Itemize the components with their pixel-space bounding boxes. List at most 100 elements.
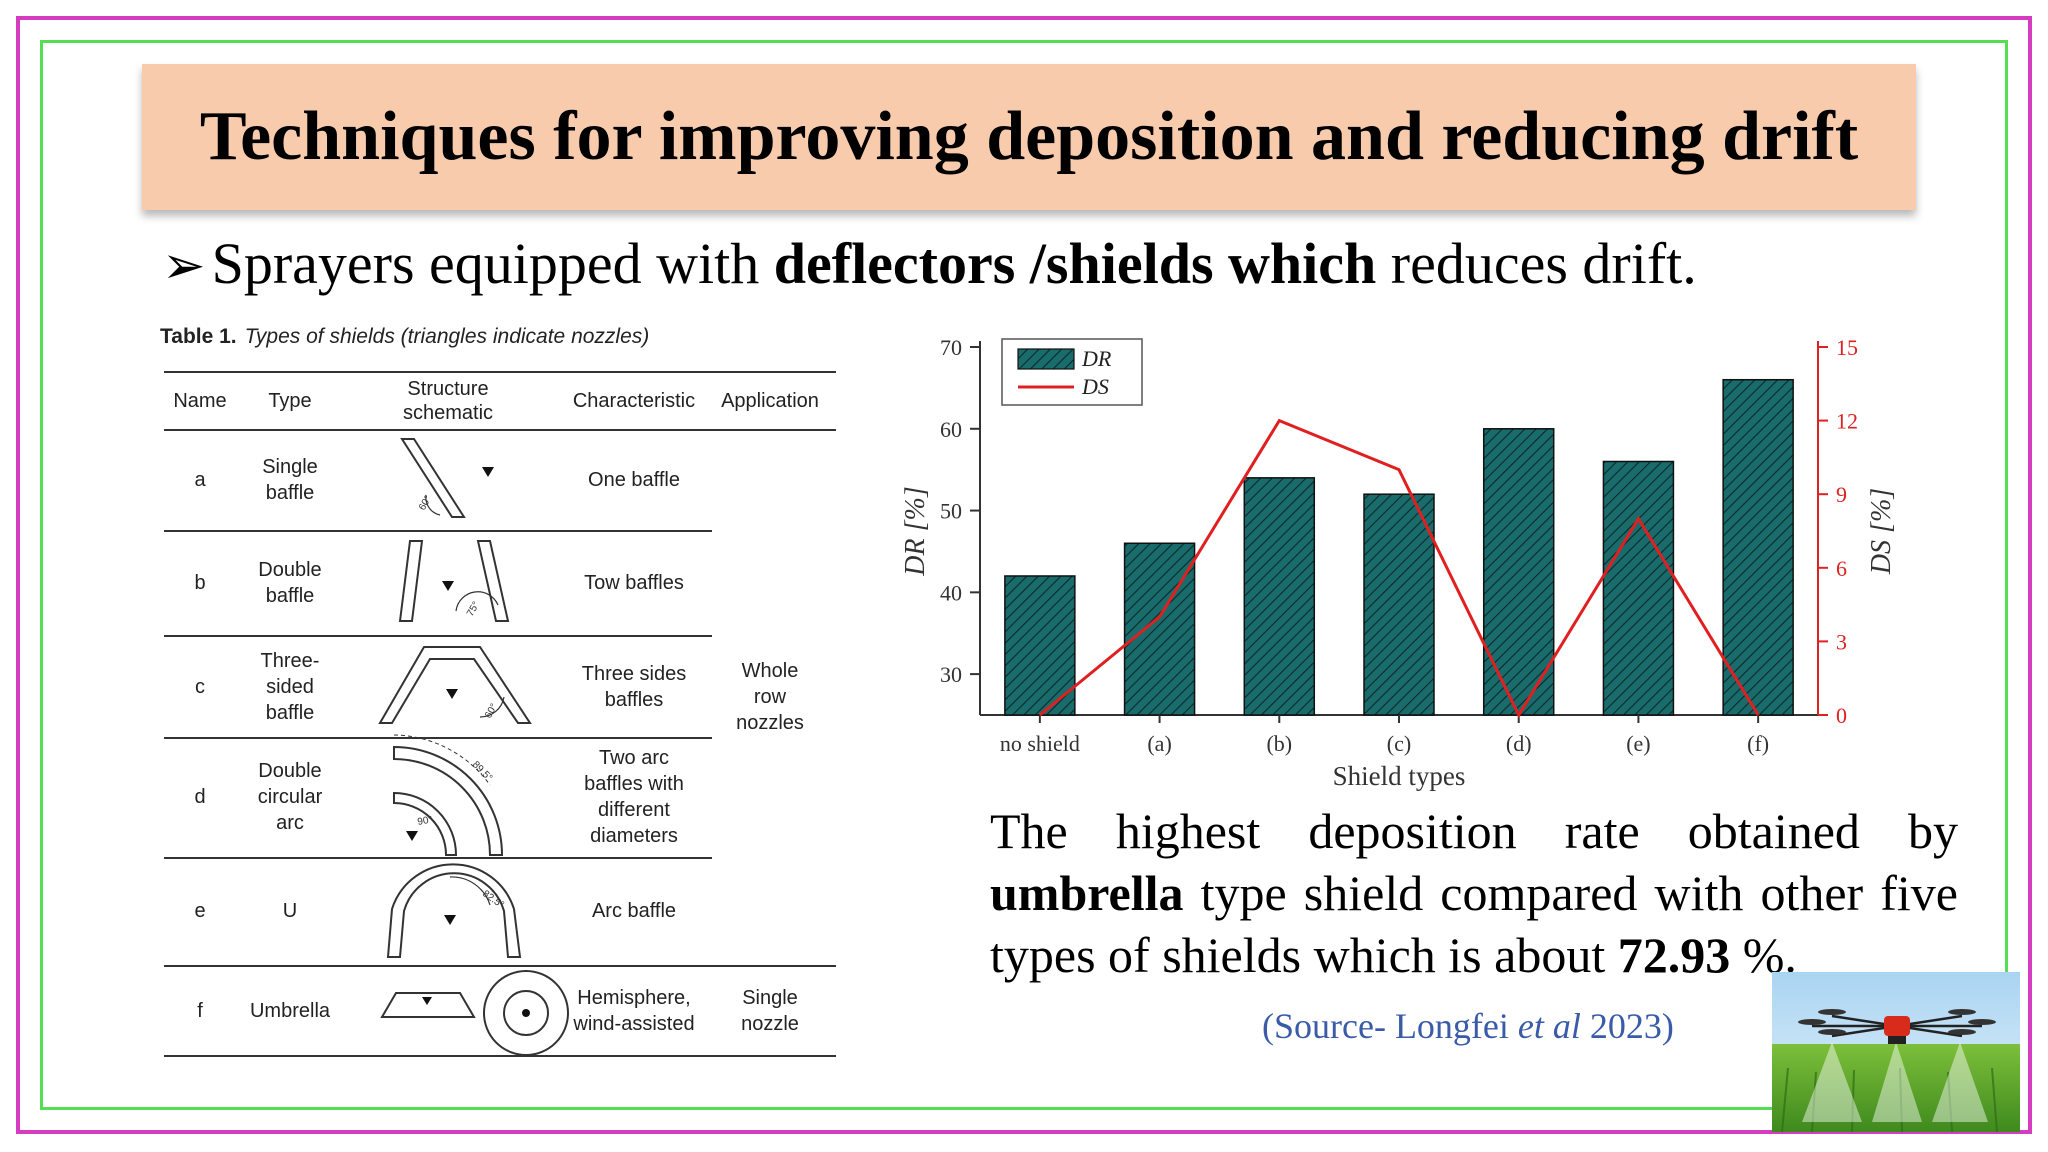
row-c-type: Three- sided baffle (260, 650, 320, 724)
row-e-rule (164, 965, 836, 967)
row-e-name: e (194, 900, 206, 922)
row-b-characteristic: Tow baffles (584, 572, 684, 594)
x-tick-label: (c) (1387, 731, 1411, 756)
schematic-b-left-baffle (398, 540, 424, 622)
bullet-point: ➢ Sprayers equipped with deflectors /shie… (162, 230, 1697, 297)
table-caption-text: Types of shields (triangles indicate noz… (244, 325, 650, 348)
row-d-rule (164, 857, 712, 859)
table-top-rule (164, 371, 836, 373)
summary-mid: type shield compared with other five typ… (990, 865, 1958, 983)
schematic-b-angle-label: 75° (465, 600, 482, 619)
x-tick-label: (b) (1266, 731, 1292, 756)
row-b-rule (164, 635, 712, 637)
schematic-e-u-baffle (386, 863, 522, 958)
schematic-f-nozzle-dot-icon (522, 1009, 530, 1017)
summary-value: 72.93 (1617, 927, 1731, 983)
schematic-b-angle-arc (455, 591, 499, 612)
right-tick-label: 6 (1836, 556, 1847, 581)
x-tick-label: (e) (1626, 731, 1650, 756)
x-axis-title: Shield types (1333, 761, 1466, 791)
source-italic: et al (1517, 1006, 1581, 1046)
left-axis-title: DR [%] (900, 486, 931, 576)
deposition-chart: 30 40 50 60 70 0 3 6 9 12 15 no shield (a) (b) (c) (d) (… (880, 315, 1960, 795)
schematic-d-outer-arc (393, 745, 504, 856)
bullet-text-pre: Sprayers equipped with (211, 231, 774, 296)
source-pre: (Source- Longfei (1262, 1006, 1518, 1046)
legend-ds-label: DS (1081, 374, 1109, 399)
schematic-d-angle-label: 89.5° (470, 759, 494, 783)
legend-dr-swatch (1017, 348, 1075, 370)
row-a-characteristic: One baffle (588, 469, 680, 491)
x-tick-label: (d) (1506, 731, 1532, 756)
header-type: Type (268, 390, 312, 412)
schematic-f-hemisphere (380, 992, 476, 1018)
x-tick-label: (a) (1147, 731, 1171, 756)
slide-inner-border (40, 40, 2008, 1110)
row-a-type: Single baffle (262, 456, 318, 504)
header-application: Application (721, 390, 819, 412)
table-caption-label: Table 1. (160, 325, 237, 348)
right-axis-title: DS [%] (1866, 488, 1897, 575)
row-e-characteristic: Arc baffle (591, 900, 677, 922)
row-d-type: Double circular arc (257, 760, 323, 834)
row-f-type: Umbrella (249, 1000, 331, 1022)
table-header-rule (164, 429, 836, 431)
row-e-type: U (282, 900, 298, 922)
schematic-c-angle-arc (479, 696, 505, 718)
schematic-c-angle-label: 60° (483, 702, 500, 721)
header-schematic: Structure schematic (402, 378, 494, 424)
schematic-d-angle2-label: 90° (417, 814, 434, 827)
row-a-rule (164, 530, 712, 532)
schematic-f-inner-ring (503, 990, 549, 1036)
schematic-d-nozzle-icon (406, 831, 418, 841)
row-d-name: d (194, 786, 206, 808)
row-c-rule (164, 737, 712, 739)
slide-outer-border (16, 16, 2032, 1134)
summary-bold: umbrella (990, 865, 1184, 921)
schematic-c-nozzle-icon (446, 689, 458, 699)
row-d-characteristic: Two arc baffles with different diameters (584, 747, 684, 847)
schematic-f-outer-ring (483, 970, 569, 1056)
application-single-nozzle: Single nozzle (741, 987, 799, 1035)
bullet-text-post: reduces drift. (1376, 231, 1697, 296)
bar-3 (1363, 493, 1435, 716)
right-tick-label: 15 (1836, 335, 1858, 360)
bar-6 (1722, 378, 1794, 716)
legend-dr-label: DR (1081, 346, 1112, 371)
right-tick-label: 9 (1836, 482, 1847, 507)
row-b-name: b (194, 572, 206, 594)
bar-5 (1602, 460, 1675, 716)
left-tick-label: 60 (940, 417, 962, 442)
schematic-d-inner-arc (393, 791, 458, 856)
application-whole-row: Whole row nozzles (736, 660, 804, 734)
bar-1 (1123, 542, 1196, 716)
schematic-e-nozzle-icon (444, 915, 456, 925)
schematic-a-nozzle-icon (482, 467, 494, 477)
bar-2 (1243, 477, 1316, 716)
x-tick-label: no shield (1000, 731, 1080, 756)
schematic-b-right-baffle (476, 540, 510, 622)
row-f-name: f (197, 1000, 203, 1022)
right-tick-label: 3 (1836, 629, 1847, 654)
row-b-type: Double baffle (258, 559, 322, 607)
slide-title: Techniques for improving deposition and … (199, 98, 1859, 175)
schematic-a-angle-label: 60° (417, 494, 434, 513)
right-tick-label: 12 (1836, 409, 1858, 434)
structure-schematics: 60° 75° 60° 89.5° 90° 82.5° (378, 438, 569, 1056)
source-citation: (Source- Longfei et al 2023) (1262, 1005, 1674, 1047)
left-tick-label: 50 (940, 499, 962, 524)
left-tick-label: 30 (940, 662, 962, 687)
header-name: Name (173, 390, 227, 412)
table-bottom-rule (164, 1055, 836, 1057)
bullet-text-bold: deflectors /shields which (773, 231, 1377, 296)
bar-0 (1004, 575, 1076, 716)
x-tick-label: (f) (1747, 731, 1769, 756)
schematic-e-angle-arc (449, 876, 491, 906)
schematic-f-nozzle-icon (422, 997, 432, 1005)
schematic-a-baffle (400, 438, 466, 518)
schematic-d-angle-line (393, 734, 491, 786)
schematic-c-baffle (378, 646, 532, 724)
table-caption: Table 1. Types of shields (triangles indi… (160, 325, 840, 349)
right-tick-label: 0 (1836, 703, 1847, 728)
summary-text: The highest deposition rate obtained by … (990, 800, 1958, 986)
